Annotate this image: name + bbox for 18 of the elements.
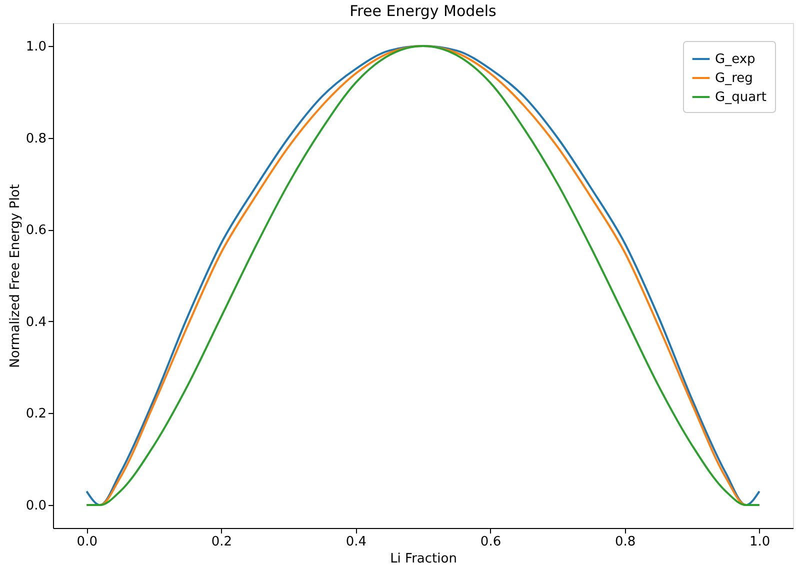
y-axis-title: Normalized Free Energy Plot <box>8 184 23 368</box>
x-tick-label: 0.8 <box>614 534 636 550</box>
x-tick-label: 0.2 <box>211 534 232 550</box>
x-tick-label: 0.0 <box>76 534 98 550</box>
y-tick-label: 1.0 <box>26 39 46 54</box>
y-tick-label: 0.6 <box>26 223 46 238</box>
y-tick-label: 0.4 <box>26 314 46 330</box>
x-tick-label: 1.0 <box>750 534 770 550</box>
legend-label: G_reg <box>715 71 753 86</box>
chart-title: Free Energy Models <box>350 2 497 20</box>
x-axis-title: Li Fraction <box>390 552 457 566</box>
y-tick-label: 0.8 <box>26 131 46 146</box>
y-tick-label: 0.2 <box>26 406 46 422</box>
x-tick-label: 0.6 <box>480 534 502 550</box>
y-tick-label: 0.0 <box>26 498 46 514</box>
legend-label: G_exp <box>715 52 756 67</box>
x-tick-label: 0.4 <box>346 534 367 550</box>
legend-label: G_quart <box>715 90 766 105</box>
